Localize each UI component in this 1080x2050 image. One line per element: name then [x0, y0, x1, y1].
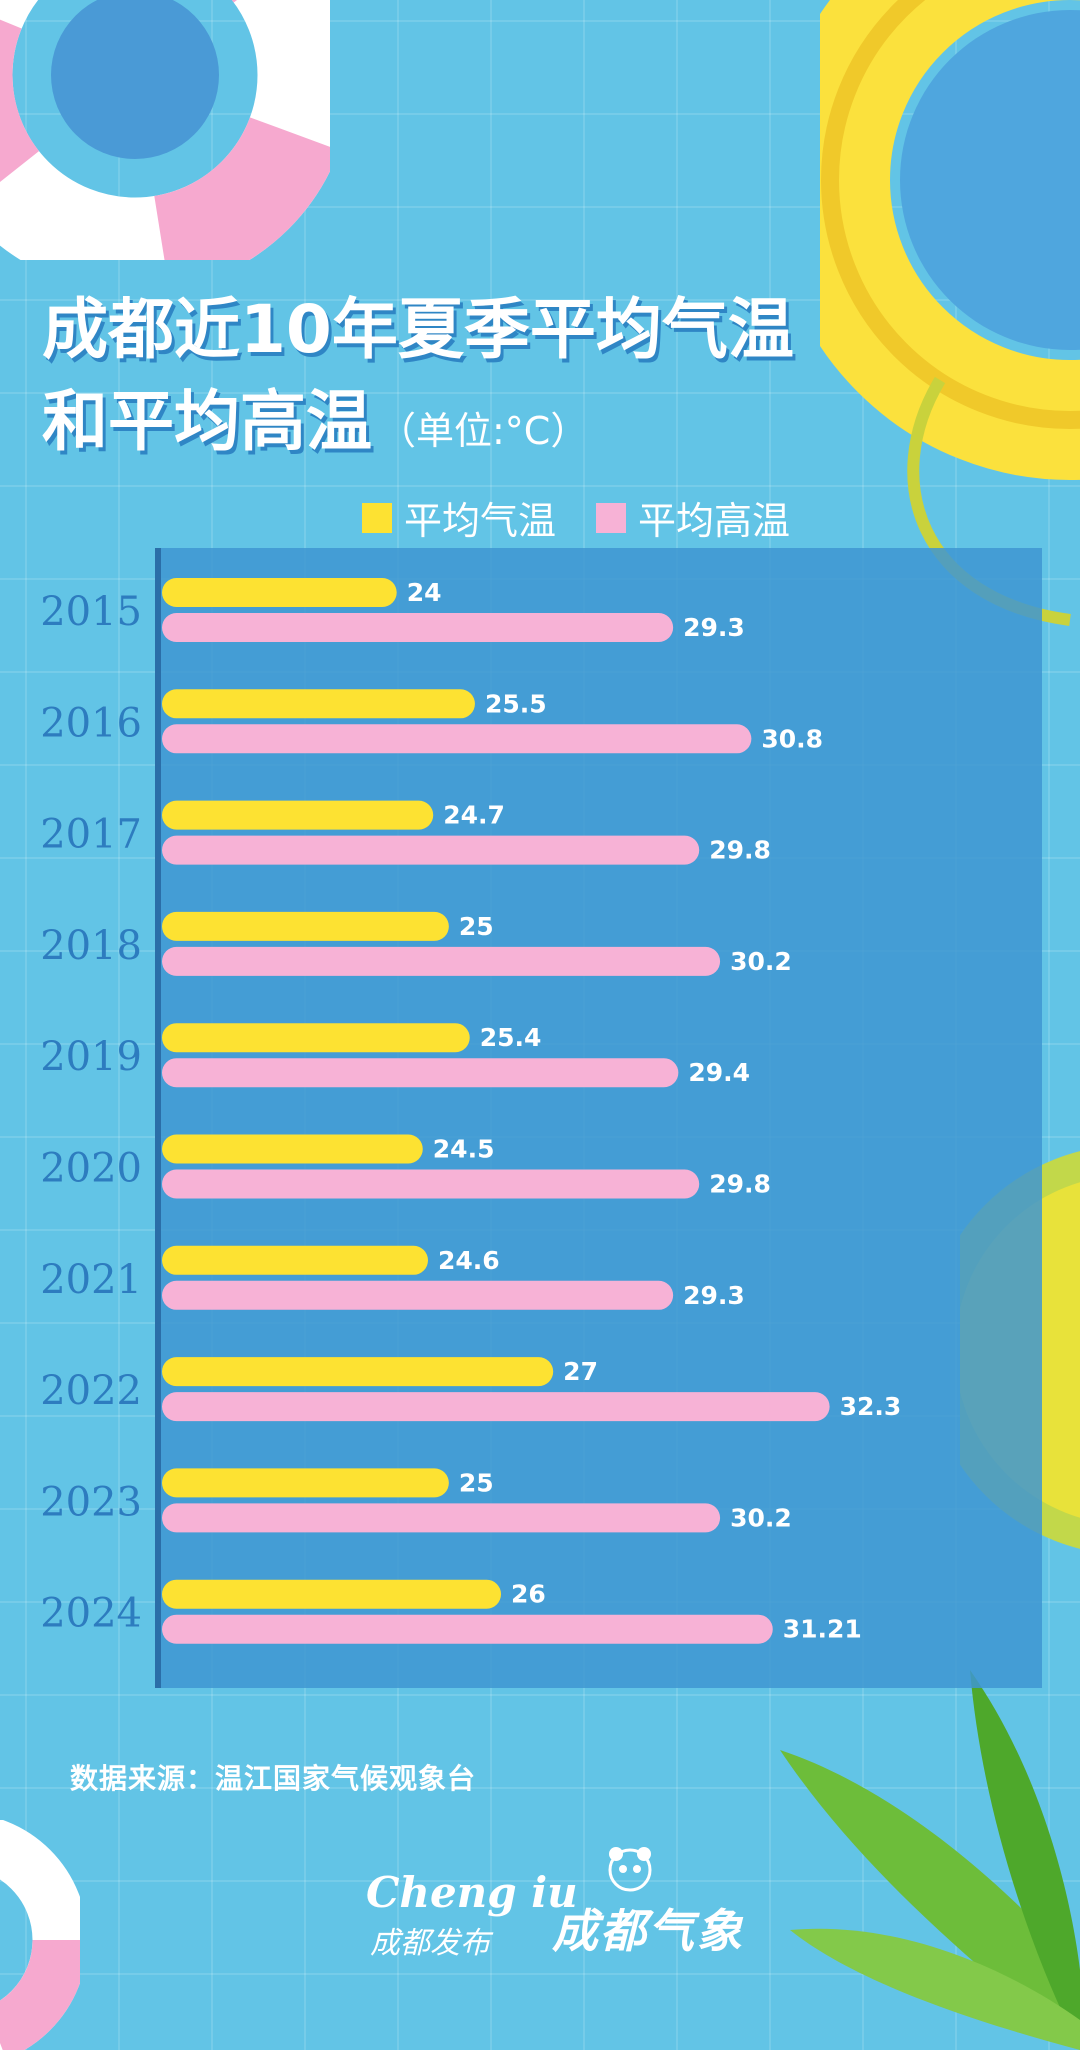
title-line-1: 成都近10年夏季平均气温	[42, 291, 794, 368]
data-label: 31.21	[783, 1615, 862, 1644]
y-tick-label: 2016	[40, 700, 142, 746]
bar-high	[162, 946, 721, 976]
y-tick-label: 2024	[40, 1591, 142, 1637]
chengdu-logo-latin: Cheng iu	[366, 1868, 578, 1917]
bar-high	[162, 835, 700, 865]
legend-label-high: 平均高温	[638, 499, 791, 543]
legend-swatch-high	[596, 502, 627, 533]
legend-label-avg: 平均气温	[404, 499, 557, 543]
bar-avg	[162, 1023, 470, 1053]
data-label: 30.2	[730, 947, 792, 976]
bottom-left-ring-decoration	[0, 1820, 80, 2050]
data-label: 29.3	[683, 613, 745, 642]
unit-label: （单位:°C）	[378, 409, 589, 453]
data-label: 29.8	[709, 836, 771, 865]
bar-avg	[162, 1357, 554, 1387]
bar-high	[162, 1058, 679, 1088]
y-tick-label: 2023	[40, 1479, 142, 1525]
data-label: 27	[563, 1357, 598, 1386]
data-label: 25.5	[485, 689, 547, 718]
chengdu-weather-logo: 成都气象	[552, 1904, 744, 1958]
y-tick-label: 2015	[40, 589, 142, 635]
data-label: 24.5	[433, 1135, 495, 1164]
chengdu-release-logo: 成都发布	[370, 1926, 490, 1961]
bar-avg	[162, 578, 397, 607]
bar-avg	[162, 1245, 428, 1275]
y-tick-label: 2021	[40, 1257, 142, 1303]
data-label: 25	[459, 912, 494, 941]
bar-high	[162, 724, 752, 754]
palm-leaf-decoration	[780, 1670, 1080, 2050]
yellow-swim-ring-decoration	[820, 0, 1080, 626]
legend-item-high: 平均高温	[596, 490, 790, 545]
data-label: 24	[407, 578, 442, 607]
bar-high	[162, 1392, 830, 1422]
bar-avg	[162, 911, 449, 941]
bar-avg	[162, 800, 434, 830]
y-tick-label: 2020	[40, 1146, 142, 1192]
panda-logo-icon	[608, 1847, 652, 1892]
y-tick-label: 2017	[40, 812, 142, 858]
data-label: 24.6	[438, 1246, 500, 1275]
pink-swim-ring-decoration	[0, 0, 330, 260]
title-line-2: 和平均高温	[42, 383, 372, 460]
bar-avg	[162, 1468, 449, 1498]
data-label: 26	[511, 1580, 546, 1609]
bar-high	[162, 1280, 674, 1310]
legend-swatch-avg	[362, 502, 392, 533]
y-tick-label: 2022	[40, 1368, 142, 1414]
bar-high	[162, 1169, 700, 1199]
bar-high	[162, 1614, 773, 1644]
data-label: 29.4	[688, 1058, 750, 1087]
data-label: 25.4	[480, 1023, 542, 1052]
bar-avg	[162, 689, 475, 719]
bar-avg	[162, 1134, 423, 1164]
chart-title: 成都近10年夏季平均气温 和平均高温 （单位:°C）	[42, 284, 794, 477]
data-label: 30.2	[730, 1503, 792, 1532]
data-label: 29.8	[709, 1170, 771, 1199]
data-source: 数据来源：温江国家气候观象台	[70, 1762, 477, 1795]
chart-legend: 平均气温 平均高温	[362, 490, 790, 545]
legend-item-avg: 平均气温	[362, 490, 556, 545]
y-tick-label: 2019	[40, 1034, 142, 1080]
data-label: 24.7	[443, 801, 505, 830]
data-label: 32.3	[840, 1392, 902, 1421]
data-label: 29.3	[683, 1281, 745, 1310]
bar-chart: 2015 24 29.3 2016 25.5 30.8 2017 24.7 29.8 2018 25…	[40, 548, 1042, 1688]
data-label: 25	[459, 1468, 494, 1497]
data-label: 30.8	[761, 724, 823, 753]
bar-avg	[162, 1579, 502, 1609]
bar-high	[162, 613, 674, 642]
y-tick-label: 2018	[40, 923, 142, 969]
bar-high	[162, 1503, 721, 1533]
